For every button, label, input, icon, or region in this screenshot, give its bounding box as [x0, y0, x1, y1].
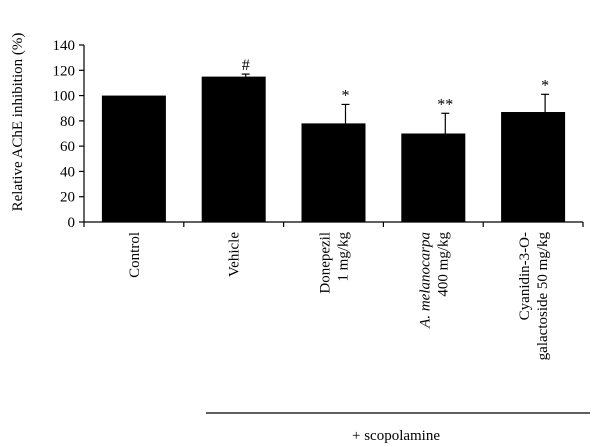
category-label-text: Vehicle	[227, 232, 243, 277]
y-axis-label: Relative AChE inhibition (%)	[10, 33, 26, 212]
y-tick-label: 80	[60, 114, 75, 130]
bars	[101, 76, 566, 222]
category-label: Donepezil	[318, 232, 334, 294]
y-tick-label: 120	[53, 63, 76, 79]
category-label: 1 mg/kg	[336, 232, 352, 282]
bar	[401, 133, 466, 222]
category-label-italic: A. melanocarpa	[417, 232, 433, 329]
significance-marker: #	[242, 57, 250, 74]
significance-markers: #****	[242, 57, 549, 113]
category-label-text: 400 mg/kg	[435, 232, 451, 297]
category-label: A. melanocarpa	[417, 232, 433, 329]
category-label-text: Donepezil	[318, 232, 334, 294]
category-labels: Control Vehicle Donepezil 1 mg/kg A. melanoc…	[127, 232, 551, 361]
y-tick-label: 60	[60, 139, 75, 155]
category-label: Cyanidin-3-O-	[517, 232, 533, 320]
error-bars	[241, 73, 550, 134]
category-label-text: galactoside 50 mg/kg	[535, 232, 551, 361]
category-label: 400 mg/kg	[435, 232, 451, 297]
category-label-text: Cyanidin-3-O-	[517, 232, 533, 320]
bar	[201, 76, 266, 222]
significance-marker: *	[342, 87, 350, 104]
category-label: Vehicle	[227, 232, 243, 277]
category-label: Control	[127, 232, 143, 278]
significance-marker: *	[541, 77, 549, 94]
category-label-text: 1 mg/kg	[336, 232, 352, 282]
y-tick-label: 20	[60, 190, 75, 206]
category-label-text: Control	[127, 232, 143, 278]
category-label: galactoside 50 mg/kg	[535, 232, 551, 361]
bar	[101, 95, 166, 222]
y-tick-label: 0	[68, 215, 76, 231]
y-axis: 0 20 40 60 80 100 120 140	[53, 38, 584, 231]
bar	[301, 123, 366, 222]
y-tick-label: 140	[53, 38, 76, 54]
bracket-label: + scopolamine	[352, 428, 440, 444]
bar	[501, 112, 566, 222]
y-tick-label: 40	[60, 164, 75, 180]
y-tick-label: 100	[53, 89, 76, 105]
significance-marker: **	[437, 96, 453, 113]
